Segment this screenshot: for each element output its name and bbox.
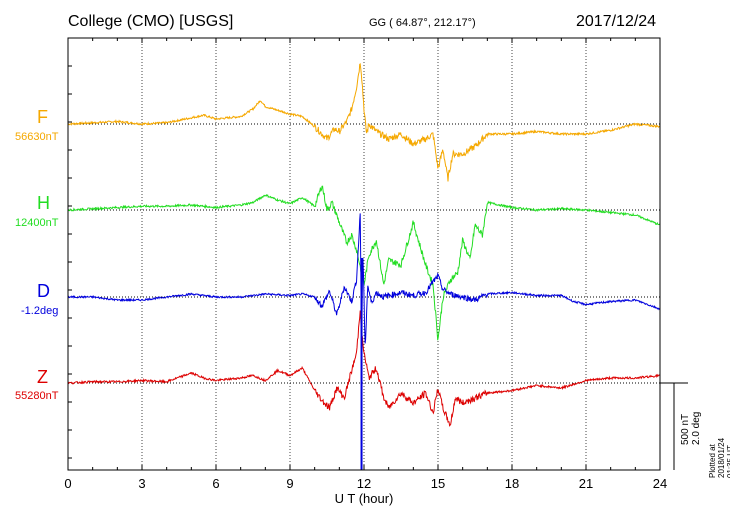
component-letter-d: D bbox=[37, 281, 50, 301]
baseline-h: 12400nT bbox=[15, 217, 59, 229]
x-tick-label: 3 bbox=[138, 476, 145, 491]
x-tick-label: 9 bbox=[286, 476, 293, 491]
plotted-timestamp: Plotted at 2018/01/24 01:35 UT bbox=[708, 437, 730, 478]
series-line-z bbox=[67, 310, 661, 427]
baseline-d: -1.2deg bbox=[21, 305, 59, 317]
x-tick-label: 6 bbox=[212, 476, 219, 491]
x-tick-label: 0 bbox=[64, 476, 71, 491]
date-label: 2017/12/24 bbox=[576, 13, 657, 30]
x-tick-label: 12 bbox=[357, 476, 371, 491]
x-ticks: 0 3 6 9 12 15 18 21 24 bbox=[64, 38, 667, 491]
x-tick-label: 18 bbox=[505, 476, 519, 491]
series-layer bbox=[67, 63, 661, 470]
grid-lines bbox=[141, 38, 587, 470]
scale-nt-label: 500 nT bbox=[680, 413, 691, 445]
scale-bar bbox=[660, 382, 688, 470]
component-letter-h: H bbox=[37, 193, 50, 213]
station-title: College (CMO) [USGS] bbox=[68, 13, 234, 30]
x-tick-label: 24 bbox=[653, 476, 667, 491]
baseline-z: 55280nT bbox=[15, 390, 59, 402]
x-tick-label: 15 bbox=[431, 476, 445, 491]
component-letter-z: Z bbox=[37, 367, 48, 387]
baseline-f: 56630nT bbox=[15, 131, 59, 143]
component-letter-f: F bbox=[37, 107, 48, 127]
x-axis-label: U T (hour) bbox=[335, 491, 394, 506]
series-line-f bbox=[67, 63, 661, 182]
x-tick-label: 21 bbox=[579, 476, 593, 491]
coordinates-label: GG ( 64.87°, 212.17°) bbox=[369, 17, 476, 29]
scale-deg-label: 2.0 deg bbox=[691, 411, 702, 445]
series-line-d bbox=[67, 213, 661, 344]
